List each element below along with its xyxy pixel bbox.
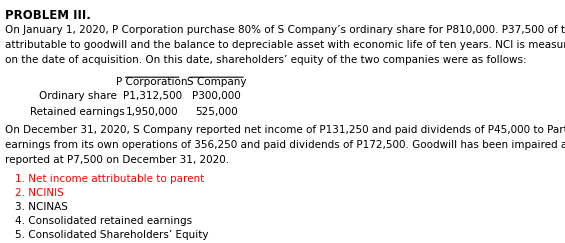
Text: Ordinary share: Ordinary share <box>39 91 116 101</box>
Text: 5. Consolidated Shareholders’ Equity: 5. Consolidated Shareholders’ Equity <box>15 230 208 240</box>
Text: P1,312,500: P1,312,500 <box>123 91 182 101</box>
Text: On December 31, 2020, S Company reported net income of P131,250 and paid dividen: On December 31, 2020, S Company reported… <box>5 125 565 135</box>
Text: 1,950,000: 1,950,000 <box>126 107 179 117</box>
Text: attributable to goodwill and the balance to depreciable asset with economic life: attributable to goodwill and the balance… <box>5 40 565 50</box>
Text: 3. NCINAS: 3. NCINAS <box>15 202 68 212</box>
Text: PROBLEM III.: PROBLEM III. <box>5 9 91 22</box>
Text: 525,000: 525,000 <box>195 107 238 117</box>
Text: S Company: S Company <box>186 77 246 87</box>
Text: P Corporation: P Corporation <box>116 77 188 87</box>
Text: P300,000: P300,000 <box>192 91 241 101</box>
Text: 4. Consolidated retained earnings: 4. Consolidated retained earnings <box>15 216 193 226</box>
Text: 2. NCINIS: 2. NCINIS <box>15 188 64 198</box>
Text: 1. Net income attributable to parent: 1. Net income attributable to parent <box>15 174 205 183</box>
Text: on the date of acquisition. On this date, shareholders’ equity of the two compan: on the date of acquisition. On this date… <box>5 55 527 65</box>
Text: Retained earnings: Retained earnings <box>31 107 125 117</box>
Text: reported at P7,500 on December 31, 2020.: reported at P7,500 on December 31, 2020. <box>5 155 229 165</box>
Text: On January 1, 2020, P Corporation purchase 80% of S Company’s ordinary share for: On January 1, 2020, P Corporation purcha… <box>5 25 565 35</box>
Text: earnings from its own operations of 356,250 and paid dividends of P172,500. Good: earnings from its own operations of 356,… <box>5 140 565 150</box>
